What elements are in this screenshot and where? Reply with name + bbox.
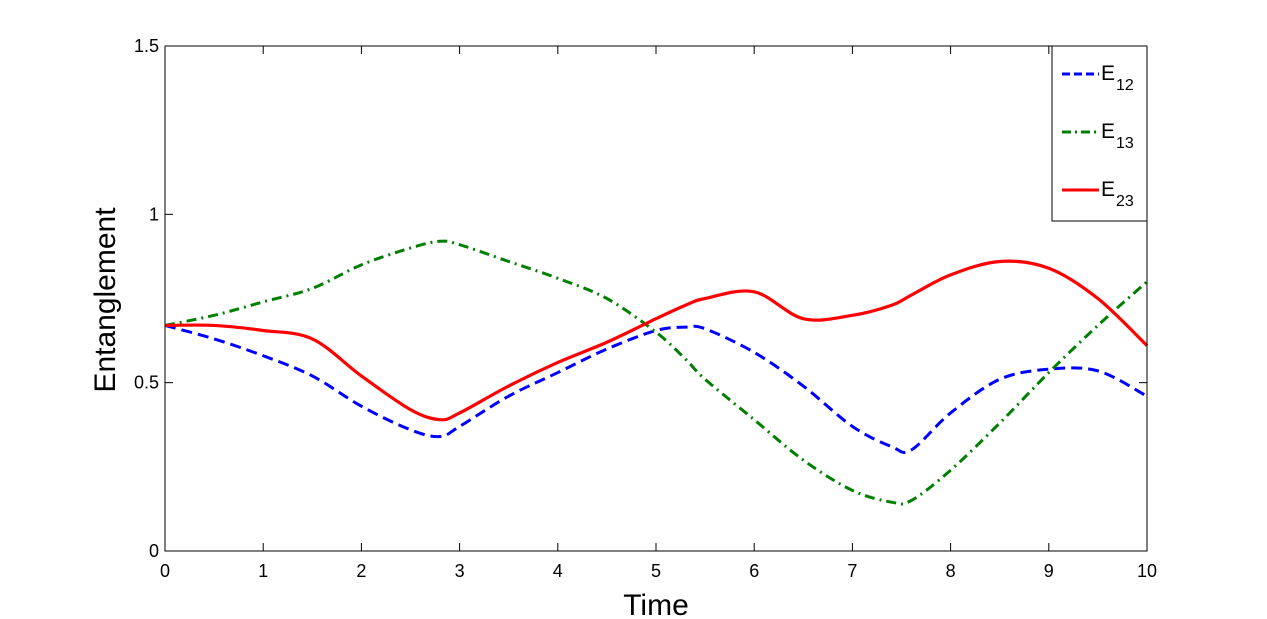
legend-label-e13: E13	[1101, 120, 1134, 152]
series-line-e23	[164, 259, 1149, 422]
x-tick-label: 8	[946, 561, 956, 581]
x-tick-label: 4	[553, 561, 563, 581]
y-tick-label: 0	[149, 541, 159, 561]
x-tick-label: 3	[455, 561, 465, 581]
y-tick-label: 0.5	[134, 373, 159, 393]
y-tick-label: 1	[149, 204, 159, 224]
x-tick-label: 10	[1137, 561, 1157, 581]
series-line-e13	[164, 239, 1148, 506]
y-axis-title: Entanglement	[89, 207, 122, 393]
x-tick-label: 1	[258, 561, 268, 581]
series-line-e12	[164, 323, 1148, 454]
legend-label-e23: E23	[1101, 178, 1134, 210]
x-tick-label: 9	[1044, 561, 1054, 581]
x-axis-title: Time	[623, 589, 689, 619]
y-tick-label: 1.5	[134, 36, 159, 56]
x-tick-label: 6	[749, 561, 759, 581]
x-tick-label: 2	[356, 561, 366, 581]
x-tick-label: 7	[847, 561, 857, 581]
x-tick-label: 5	[651, 561, 661, 581]
legend-label-e12: E12	[1101, 62, 1134, 94]
x-tick-label: 0	[160, 561, 170, 581]
